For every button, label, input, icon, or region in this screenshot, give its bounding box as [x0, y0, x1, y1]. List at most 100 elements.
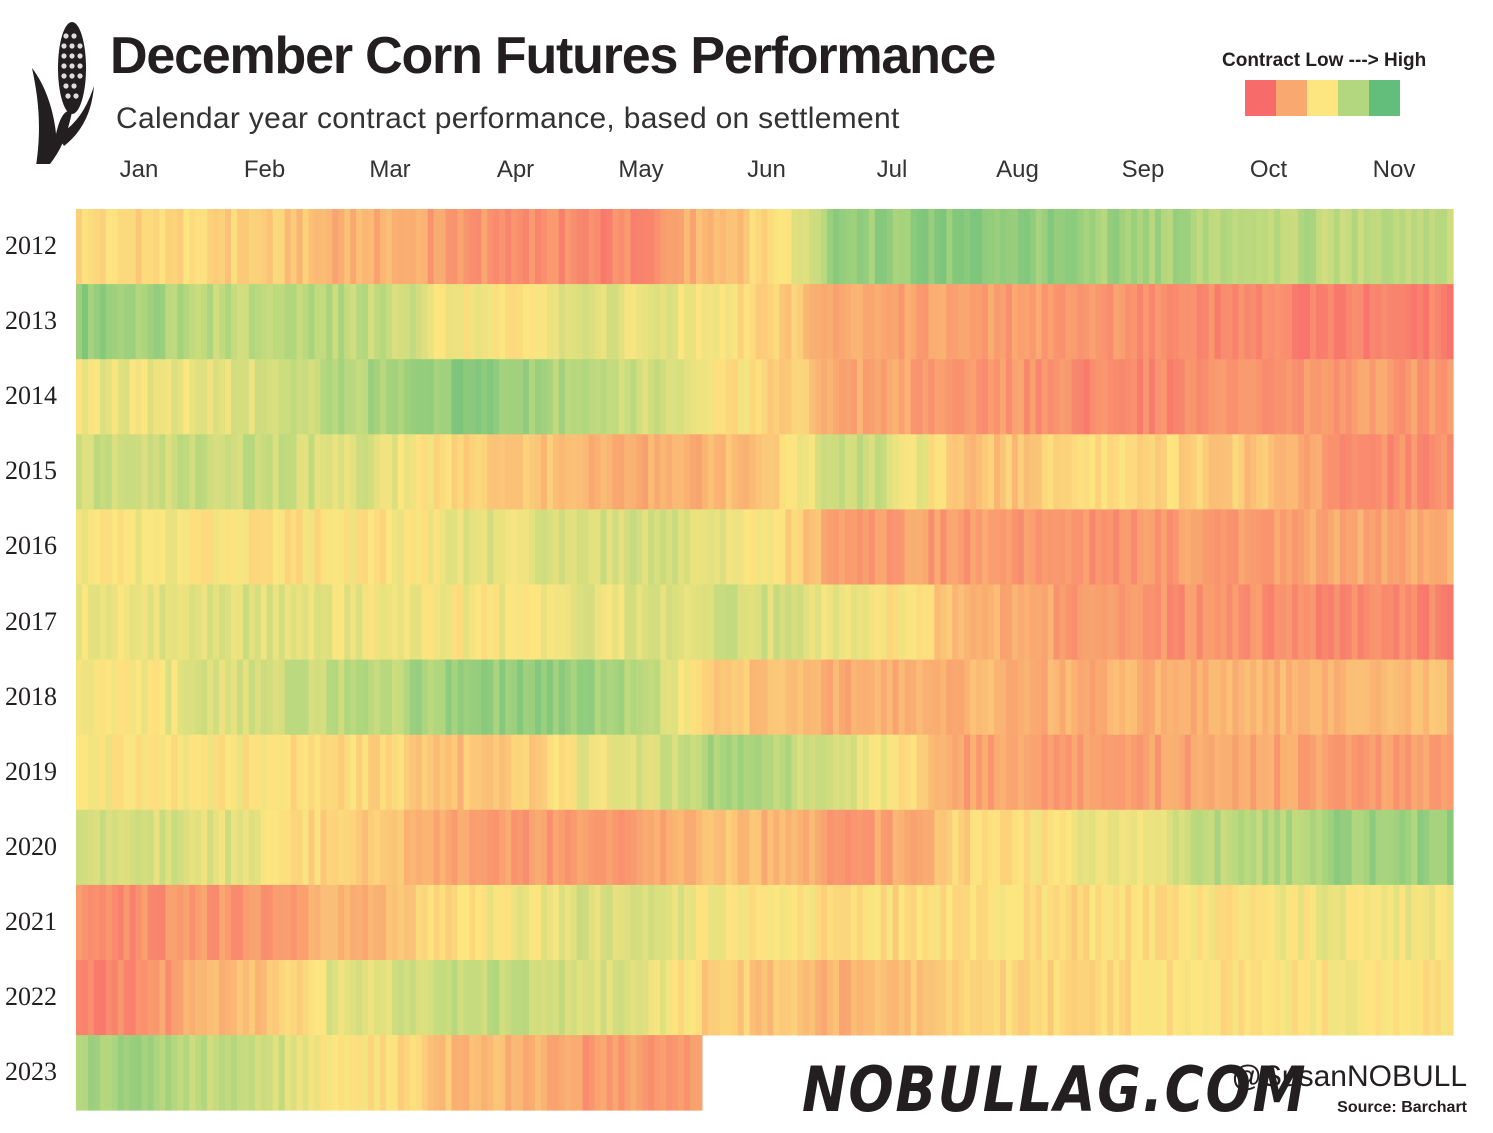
heatmap-cell-2020-jan: [76, 809, 202, 886]
social-handle: @SusanNOBULL: [1231, 1060, 1467, 1093]
heatmap-row-2018: [76, 659, 1454, 736]
heatmap-cell-2020-may: [576, 809, 703, 886]
source-note: Source: Barchart: [1337, 1099, 1467, 1116]
heatmap-cell-2021-may: [576, 884, 703, 961]
legend-swatch-3: [1338, 80, 1369, 116]
heatmap-cell-2014-nov: [1327, 359, 1454, 435]
heatmap-cell-2017-may: [576, 584, 703, 660]
heatmap-cell-2015-oct: [1202, 434, 1329, 510]
heatmap-cell-2020-aug: [952, 809, 1079, 886]
heatmap-cell-2014-jun: [701, 359, 828, 435]
heatmap-cell-2021-jan: [76, 884, 202, 961]
heatmap-cell-2014-may: [576, 359, 703, 435]
heatmap-cell-2019-nov: [1327, 734, 1454, 811]
heatmap-cell-2022-aug: [952, 960, 1079, 1036]
heatmap-cell-2018-aug: [952, 659, 1079, 736]
heatmap-row-2016: [76, 509, 1454, 585]
heatmap-cell-2013-sep: [1077, 284, 1204, 360]
heatmap-cell-2015-nov: [1327, 434, 1454, 510]
heatmap-cell-2020-jul: [827, 809, 953, 886]
heatmap-cell-2020-nov: [1327, 809, 1454, 886]
legend-swatches: [1245, 80, 1452, 116]
heatmap-cell-2015-jun: [701, 434, 828, 510]
heatmap-row-2020: [76, 809, 1454, 886]
heatmap-cell-2022-oct: [1202, 960, 1329, 1036]
heatmap-cell-2021-mar: [326, 884, 453, 961]
heatmap-cell-2021-feb: [201, 884, 327, 961]
heatmap-cell-2017-jul: [827, 584, 953, 660]
heatmap-cell-2014-jan: [76, 359, 202, 435]
legend-title: Contract Low ---> High: [1222, 50, 1427, 71]
heatmap-cell-2022-apr: [451, 960, 578, 1036]
heatmap-cell-2013-jun: [701, 284, 828, 360]
heatmap-cell-2019-oct: [1202, 734, 1329, 811]
heatmap-cell-2014-apr: [451, 359, 578, 435]
heatmap-cell-2015-sep: [1077, 434, 1204, 510]
heatmap-cell-2014-sep: [1077, 359, 1204, 435]
heatmap-row-2019: [76, 734, 1454, 811]
year-label-2014: 2014: [5, 381, 57, 411]
heatmap-cell-2016-sep: [1077, 509, 1204, 585]
heatmap-cell-2021-jun: [701, 884, 828, 961]
corn-icon: [32, 22, 94, 164]
heatmap-cell-2020-feb: [201, 809, 327, 886]
heatmap-cell-2012-aug: [952, 209, 1079, 285]
heatmap-cell-2012-jul: [827, 209, 953, 285]
heatmap-cell-2013-apr: [451, 284, 578, 360]
heatmap-cell-2018-nov: [1327, 659, 1454, 736]
heatmap-cell-2017-feb: [201, 584, 327, 660]
color-legend: Contract Low ---> High: [1222, 50, 1452, 116]
legend-swatch-0: [1245, 80, 1276, 116]
year-label-2016: 2016: [5, 531, 57, 561]
heatmap-cell-2016-jan: [76, 509, 202, 585]
heatmap-row-2012: [76, 209, 1454, 285]
heatmap-cell-2012-apr: [451, 209, 578, 285]
heatmap-cell-2012-feb: [201, 209, 327, 285]
heatmap-cell-2013-jan: [76, 284, 202, 360]
heatmap-cell-2015-jan: [76, 434, 202, 510]
heatmap-cell-2015-apr: [451, 434, 578, 510]
heatmap-cell-2018-jan: [76, 659, 202, 736]
month-label-jan: Jan: [119, 156, 159, 183]
heatmap-cell-2023-jan: [76, 1035, 202, 1111]
heatmap-cell-2015-mar: [326, 434, 453, 510]
heatmap-cell-2016-nov: [1327, 509, 1454, 585]
heatmap-cell-2020-oct: [1202, 809, 1329, 886]
month-label-apr: Apr: [496, 156, 535, 183]
heatmap-cell-2016-oct: [1202, 509, 1329, 585]
heatmap-cell-2012-mar: [326, 209, 453, 285]
year-label-2018: 2018: [5, 681, 57, 711]
heatmap-cell-2022-nov: [1327, 960, 1454, 1036]
heatmap-cell-2021-nov: [1327, 884, 1454, 961]
heatmap-cell-2019-jun: [701, 734, 828, 811]
heatmap-cell-2017-mar: [326, 584, 453, 660]
heatmap-cell-2018-mar: [326, 659, 453, 736]
heatmap-cell-2022-jun: [701, 960, 828, 1036]
heatmap-cell-2023-may: [576, 1035, 703, 1111]
heatmap-cell-2014-aug: [952, 359, 1079, 435]
month-label-oct: Oct: [1249, 156, 1288, 183]
heatmap-cell-2022-may: [576, 960, 703, 1036]
year-label-2013: 2013: [5, 306, 57, 336]
heatmap-cell-2019-may: [576, 734, 703, 811]
heatmap-row-2015: [76, 434, 1454, 510]
heatmap-cell-2013-jul: [827, 284, 953, 360]
heatmap-cell-2017-oct: [1202, 584, 1329, 660]
year-label-2020: 2020: [5, 831, 57, 861]
heatmap-cell-2017-nov: [1327, 584, 1454, 660]
heatmap-cell-2016-jun: [701, 509, 828, 585]
heatmap-cell-2013-oct: [1202, 284, 1329, 360]
heatmap-cell-2016-feb: [201, 509, 327, 585]
month-label-aug: Aug: [996, 156, 1039, 183]
heatmap-cell-2017-jan: [76, 584, 202, 660]
month-label-jun: Jun: [747, 156, 786, 183]
year-label-2015: 2015: [5, 456, 57, 486]
heatmap-cell-2016-aug: [952, 509, 1079, 585]
heatmap-cell-2020-jun: [701, 809, 828, 886]
heatmap-cell-2019-jan: [76, 734, 202, 811]
heatmap-cell-2013-mar: [326, 284, 453, 360]
heatmap-row-2022: [76, 960, 1454, 1036]
heatmap-cell-2012-may: [576, 209, 703, 285]
heatmap-cell-2022-jul: [827, 960, 953, 1036]
